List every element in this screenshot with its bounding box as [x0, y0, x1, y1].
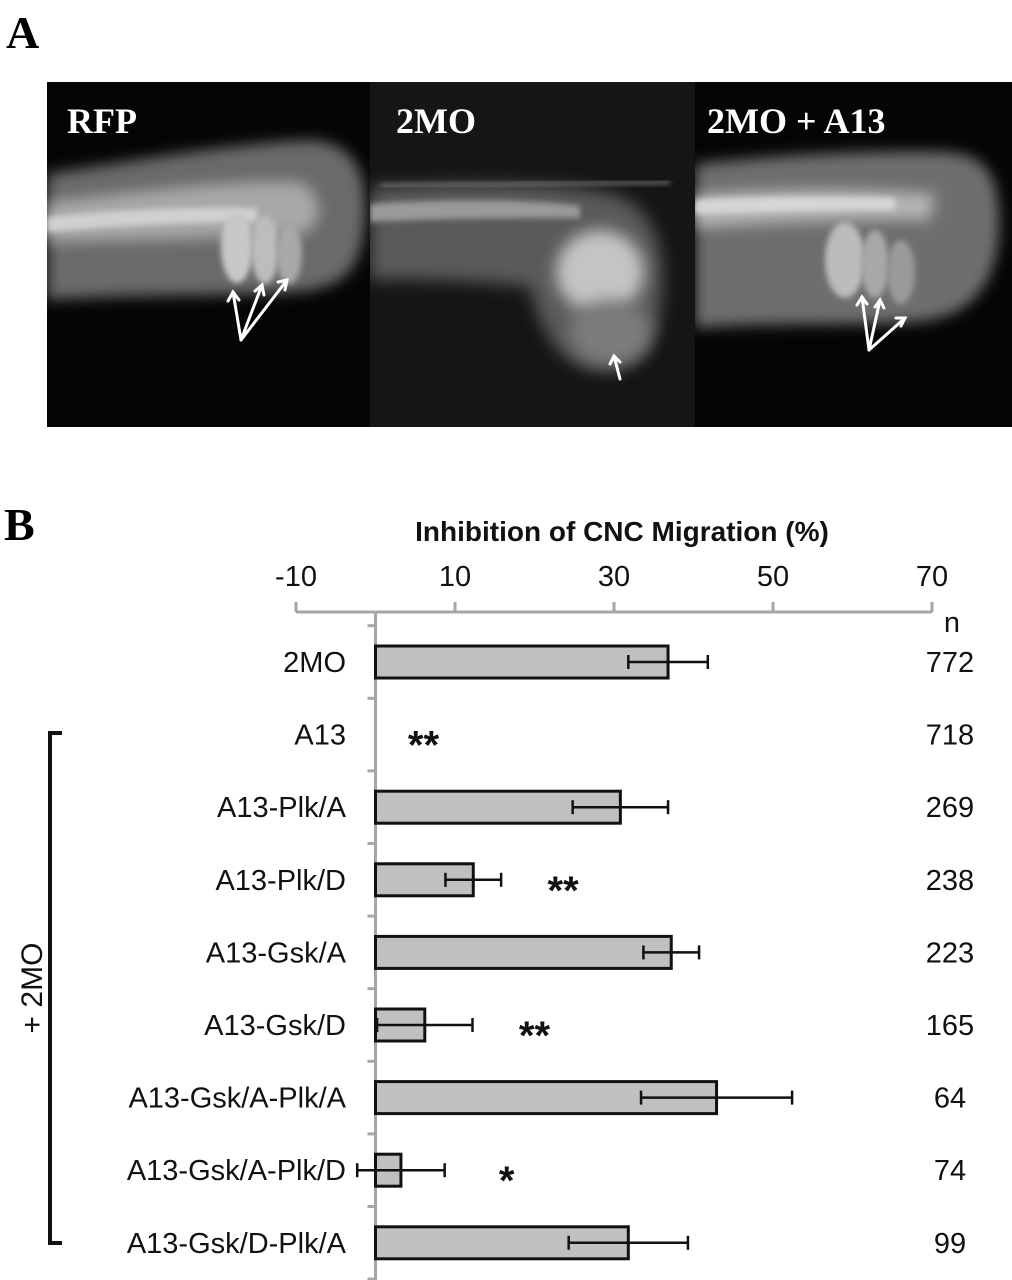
chart-title: Inhibition of CNC Migration (%): [415, 516, 829, 547]
panel-a-letter: A: [6, 7, 40, 58]
significance-mark: **: [408, 724, 440, 768]
n-value: 165: [926, 1010, 974, 1042]
n-header: n: [944, 607, 960, 639]
group-label: + 2MO: [16, 943, 49, 1034]
micrograph-label-rfp: RFP: [67, 101, 137, 141]
group-bracket: + 2MO: [16, 731, 62, 1245]
micrograph-label-2mo: 2MO: [396, 101, 476, 141]
significance-mark: *: [499, 1159, 515, 1203]
micrograph-2mo: 2MO: [370, 82, 695, 427]
n-value: 269: [926, 792, 974, 824]
micrograph-strip: RFP 2MO: [47, 82, 1012, 427]
significance-mark: **: [548, 869, 580, 913]
significance-mark: **: [519, 1014, 551, 1058]
n-value: 64: [934, 1083, 966, 1115]
category-label: A13: [294, 720, 346, 752]
n-value: 99: [934, 1228, 966, 1260]
n-value: 238: [926, 865, 974, 897]
bar: [374, 644, 670, 680]
x-tick-label: 50: [757, 561, 789, 593]
panel-b-letter: B: [4, 499, 35, 550]
category-labels: 2MO A13 A13-Plk/A A13-Plk/D A13-Gsk/A A13-Gsk…: [127, 647, 347, 1260]
category-label: A13-Gsk/A-Plk/D: [127, 1155, 346, 1187]
micrograph-2mo-a13: 2MO + A13: [695, 82, 1012, 427]
micrograph-label-2mo-a13: 2MO + A13: [707, 101, 886, 141]
x-tick-label: 30: [598, 561, 630, 593]
x-tick-label: -10: [275, 561, 317, 593]
category-label: A13-Gsk/A: [206, 937, 347, 969]
n-values: n 772 718 269 238 223 165 64 74 99: [926, 607, 974, 1260]
x-tick-label: 70: [916, 561, 948, 593]
category-label: A13-Plk/D: [215, 865, 346, 897]
bar: [374, 934, 673, 970]
n-value: 718: [926, 720, 974, 752]
category-label: A13-Gsk/A-Plk/A: [128, 1083, 346, 1115]
micrograph-rfp: RFP: [47, 82, 370, 427]
n-value: 223: [926, 937, 974, 969]
category-label: A13-Plk/A: [217, 792, 347, 824]
n-value: 74: [934, 1155, 966, 1187]
category-label: 2MO: [283, 647, 346, 679]
category-label: A13-Gsk/D-Plk/A: [127, 1228, 347, 1260]
bar-series: *******: [355, 644, 794, 1261]
x-tick-label: 10: [439, 561, 471, 593]
bracket-line: [48, 731, 62, 1245]
x-axis: -10 10 30 50 70: [275, 561, 948, 614]
category-label: A13-Gsk/D: [204, 1010, 346, 1042]
n-value: 772: [926, 647, 974, 679]
